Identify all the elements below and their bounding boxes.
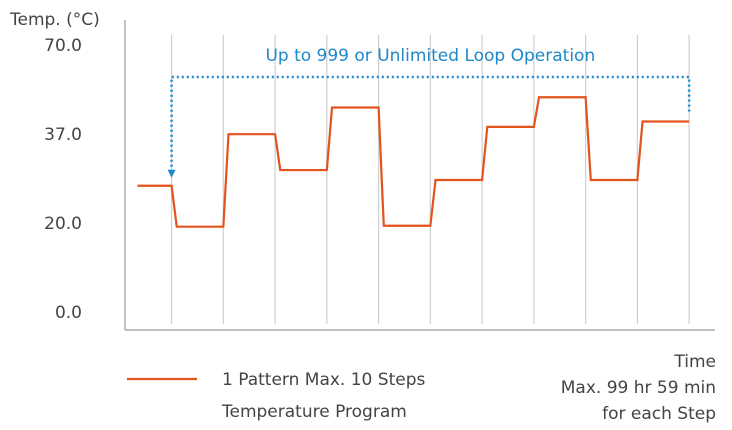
line (137, 96, 690, 228)
x-axis-note: for each Step (602, 404, 716, 424)
y-axis-label: Temp. (°C) (9, 10, 100, 30)
legend-label: 1 Pattern Max. 10 Steps (222, 370, 425, 390)
y-tick-label: 0.0 (55, 303, 82, 323)
legend-note: Temperature Program (221, 402, 407, 422)
x-axis-label: Time (673, 352, 716, 372)
y-tick-label: 37.0 (44, 125, 82, 145)
loop-arrow (167, 169, 176, 178)
y-tick-label: 70.0 (44, 36, 82, 56)
x-axis-note: Max. 99 hr 59 min (561, 378, 716, 398)
annotation: Up to 999 or Unlimited Loop Operation (265, 46, 595, 66)
y-tick-label: 20.0 (44, 214, 82, 234)
